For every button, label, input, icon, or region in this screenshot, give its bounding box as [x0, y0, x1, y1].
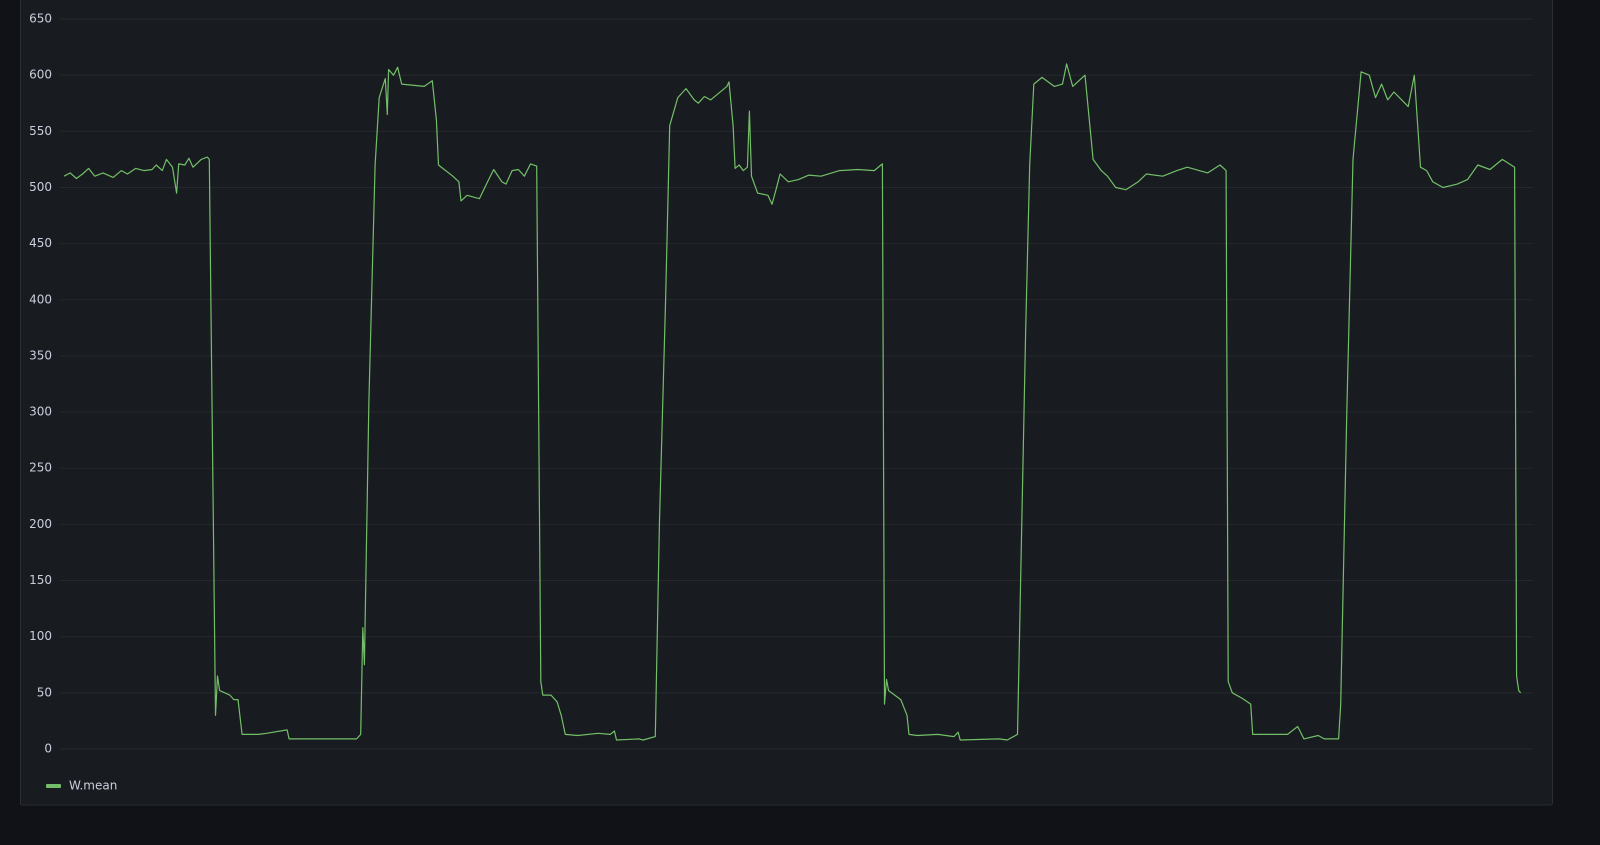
- y-tick-label: 50: [37, 685, 52, 699]
- y-tick-label: 450: [29, 236, 52, 250]
- y-tick-label: 600: [29, 68, 52, 82]
- y-tick-label: 200: [29, 517, 52, 531]
- y-tick-label: 0: [44, 742, 52, 756]
- y-tick-label: 150: [29, 573, 52, 587]
- panel: [20, 0, 1553, 806]
- y-tick-label: 350: [29, 348, 52, 362]
- y-tick-label: 650: [29, 12, 52, 26]
- legend-swatch[interactable]: [46, 784, 61, 788]
- y-tick-label: 300: [29, 405, 52, 419]
- y-tick-label: 500: [29, 180, 52, 194]
- y-tick-label: 400: [29, 292, 52, 306]
- y-tick-label: 100: [29, 629, 52, 643]
- y-tick-label: 250: [29, 461, 52, 475]
- legend-label[interactable]: W.mean: [69, 779, 117, 793]
- line-series: [63, 63, 1522, 741]
- y-tick-label: 550: [29, 124, 52, 138]
